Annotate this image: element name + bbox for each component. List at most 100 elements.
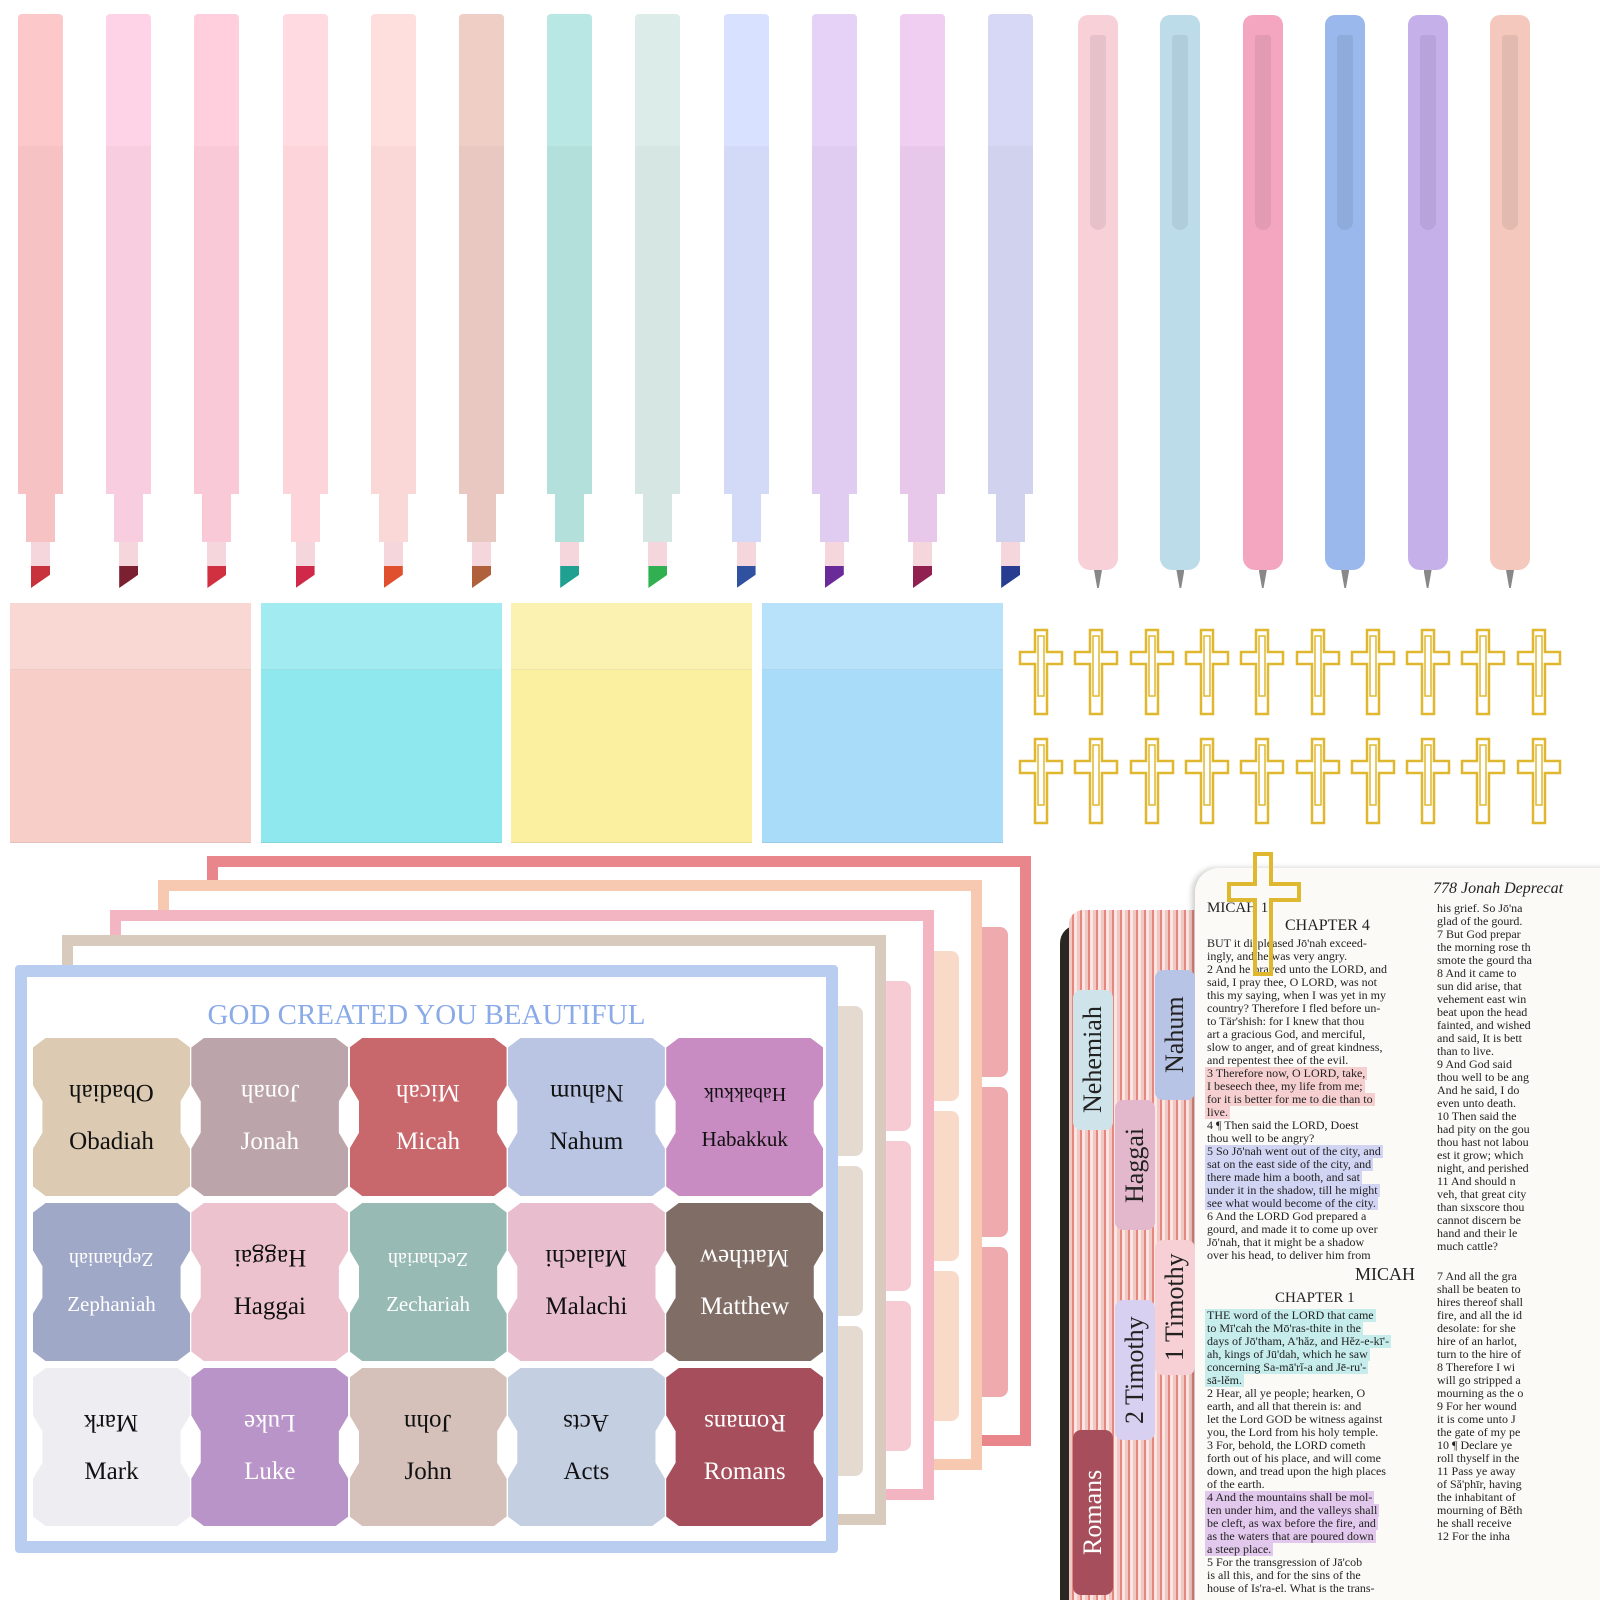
bible-page — [1195, 868, 1600, 1600]
highlighter-tip — [824, 566, 844, 588]
sticker-tab: Luke Luke — [191, 1368, 349, 1526]
tab-label-flipped: Habakkuk — [703, 1083, 786, 1105]
sticker-tab: Matthew Matthew — [666, 1203, 824, 1361]
tab-label: Habakkuk — [701, 1127, 788, 1151]
bible-text-line: 10 ¶ Declare ye — [1437, 1438, 1513, 1452]
sticky-note-pad — [761, 603, 1003, 843]
highlighter-cap — [459, 14, 504, 146]
bible-text-line: of Să'phīr, having — [1437, 1477, 1522, 1491]
highlighter-neck — [383, 542, 403, 566]
bible-text-line: for it is better for me to die than to — [1205, 1092, 1375, 1106]
highlighter-neck — [295, 542, 315, 566]
highlighter-grip — [731, 494, 761, 542]
bible-text-line: hand and their le — [1437, 1226, 1518, 1240]
highlighter-grip — [643, 494, 673, 542]
bible-text-line: house of Is'ra-el. What is the trans- — [1207, 1581, 1375, 1595]
tab-label-flipped: Micah — [396, 1079, 461, 1106]
bible-text-line: he shall receive — [1437, 1516, 1512, 1530]
highlighter-cap — [988, 14, 1034, 146]
bible-text-line: sun did arise, that — [1437, 979, 1522, 993]
pen-clip — [1337, 35, 1354, 230]
bible-text-line: 7 But God prepar — [1437, 927, 1521, 941]
bible-index-tab: Romans — [1073, 1430, 1113, 1595]
cross-paper-clip-icon — [1239, 628, 1285, 716]
highlighter-body — [370, 146, 416, 494]
highlighter-tip — [119, 566, 139, 588]
bible-text-line: beat upon the head — [1437, 1005, 1528, 1019]
highlighter-body — [723, 146, 769, 494]
highlighter-grip — [467, 494, 496, 542]
bible-text-line: gourd, and made it to come up over — [1207, 1222, 1378, 1236]
bible-text-line: see what would become of the city. — [1205, 1196, 1378, 1210]
bible-text-line: art a gracious God, and merciful, — [1207, 1027, 1366, 1041]
bible-text-line: said, I pray thee, O LORD, was not — [1207, 975, 1377, 989]
cross-paper-clip-icon — [1129, 628, 1175, 716]
highlighter-cap — [547, 14, 593, 146]
bible-text-line: as the waters that are poured down — [1205, 1529, 1376, 1543]
highlighter-tip — [207, 566, 227, 588]
tab-label: Luke — [244, 1458, 296, 1485]
highlighter-neck — [648, 542, 668, 566]
bible-text-line: days of Jō'tham, A'hăz, and Hĕz-e-kī'- — [1205, 1334, 1392, 1348]
bible-text-line: 8 And it came to — [1437, 966, 1517, 980]
bible-text-line: BUT it displeased Jō'nah exceed- — [1207, 936, 1367, 950]
highlighter-grip — [996, 494, 1026, 542]
highlighter-tip — [736, 566, 756, 588]
bible-text-line: thou well to be angry? — [1207, 1131, 1315, 1145]
tab-label-flipped: Acts — [563, 1409, 610, 1436]
bible-text-line: to Tär'shish: for I knew that thou — [1207, 1014, 1365, 1028]
sticker-tab: Obadiah Obadiah — [33, 1038, 190, 1196]
highlighter-tip — [295, 566, 315, 588]
tab-label-flipped: Luke — [244, 1409, 296, 1436]
tab-label: Obadiah — [69, 1128, 154, 1155]
bible-index-tab: 2 Timothy — [1115, 1300, 1155, 1440]
bible-text-line: hire of an harlot, — [1437, 1334, 1517, 1348]
highlighter-body — [194, 146, 240, 494]
bible-text-line: it is come unto J — [1437, 1412, 1516, 1426]
bible-text-line: forth out of his place, and will come — [1207, 1451, 1381, 1465]
sticker-tab: Jonah Jonah — [191, 1038, 349, 1196]
tab-label: Zechariah — [386, 1292, 471, 1316]
pen-tip — [1176, 570, 1185, 588]
cross-paper-clip-icon — [1018, 628, 1064, 716]
running-head: 778 Jonah Deprecat — [1433, 880, 1564, 897]
bible-text-line: 4 ¶ Then said the LORD, Doest — [1207, 1118, 1359, 1132]
highlighter-neck — [560, 542, 580, 566]
highlighter-neck — [824, 542, 844, 566]
cross-paper-clip-icon — [1239, 737, 1285, 825]
bible-text-line: 2 And he prayed unto the LORD, and — [1207, 962, 1387, 976]
tab-label: Romans — [703, 1458, 786, 1485]
bible-text-line: live. — [1205, 1105, 1230, 1119]
highlighter-body — [900, 146, 945, 494]
bible-text-line: his grief. So Jō'na — [1437, 901, 1523, 915]
bible-text-line: had pity on the gou — [1437, 1122, 1530, 1136]
sticker-tab: Zephaniah Zephaniah — [33, 1203, 190, 1361]
tab-label-flipped: John — [404, 1409, 452, 1436]
bible-text-line: fainted, and wished — [1437, 1018, 1531, 1032]
bible-text-line: 6 And the LORD God prepared a — [1207, 1209, 1367, 1223]
pen-tip — [1341, 570, 1350, 588]
highlighter-body — [106, 146, 152, 494]
bible-text-line: 8 Therefore I wi — [1437, 1360, 1516, 1374]
bible-text-line: THE word of the LORD that came — [1205, 1308, 1376, 1322]
tab-label: Acts — [563, 1458, 610, 1485]
bible-text-line: to Mī'cah the Mō'ras-thite in the — [1205, 1321, 1363, 1335]
bible-text-line: 5 So Jō'nah went out of the city, and — [1205, 1144, 1383, 1158]
highlighter-neck — [119, 542, 139, 566]
highlighter-cap — [723, 14, 769, 146]
highlighter-grip — [290, 494, 320, 542]
bible-text-line: smote the gourd tha — [1437, 953, 1532, 967]
sticker-tab: Zechariah Zechariah — [349, 1203, 507, 1361]
cross-paper-clip-icon — [1295, 628, 1341, 716]
bible-text-line: slow to anger, and of great kindness, — [1207, 1040, 1383, 1054]
sticky-note-top — [761, 603, 1003, 670]
tab-label-flipped: Zechariah — [388, 1248, 469, 1270]
chapter-4-head: CHAPTER 4 — [1285, 917, 1370, 934]
bible-text-line: concerning Sa-mā'rĭ-a and Jē-ru'- — [1205, 1360, 1369, 1374]
bible-text-line: than to live. — [1437, 1044, 1494, 1058]
sticker-tab: Haggai Haggai — [191, 1203, 349, 1361]
tab-label-flipped: Matthew — [700, 1244, 790, 1271]
bible-text-line: 3 Therefore now, O LORD, take, — [1205, 1066, 1368, 1080]
bible-text-line: And he said, I do — [1437, 1083, 1520, 1097]
tab-label-flipped: Nahum — [549, 1079, 624, 1106]
